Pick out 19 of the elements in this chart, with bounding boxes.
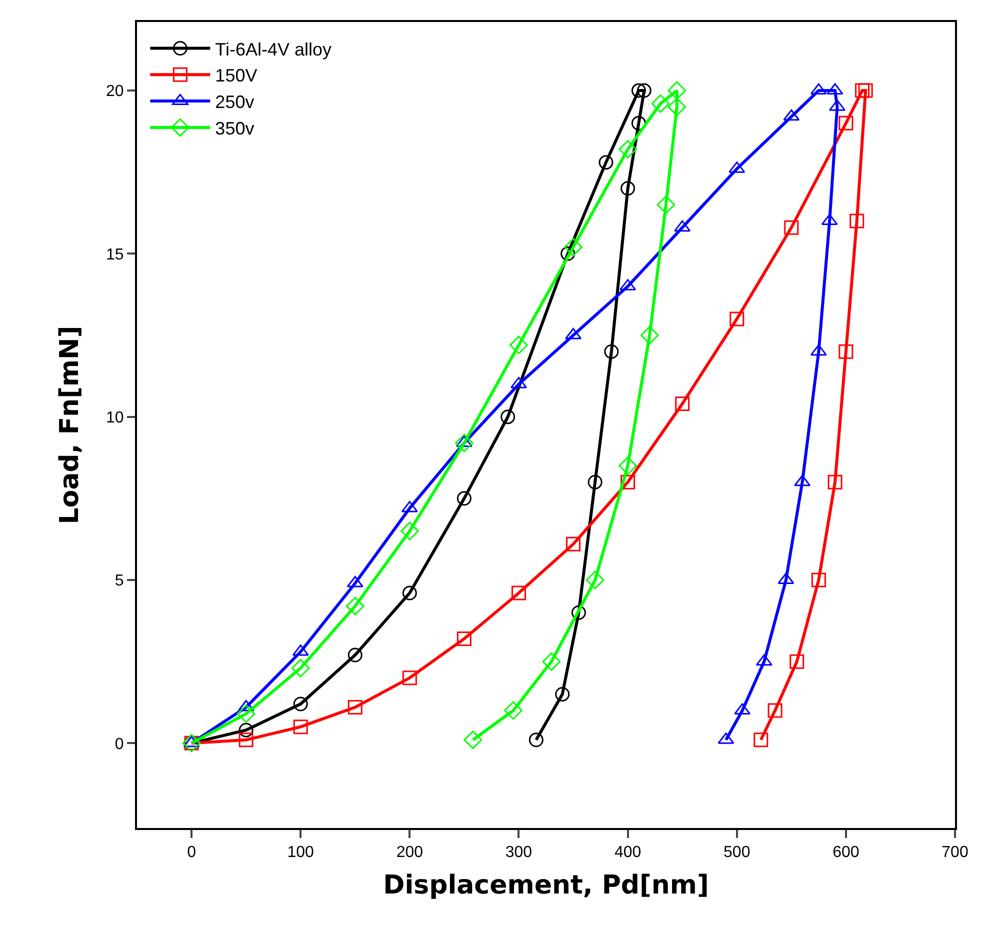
x-tick-label: 600 <box>832 844 860 862</box>
y-tick-label: 0 <box>114 736 124 753</box>
x-tick-label: 500 <box>724 844 750 862</box>
y-tick-label: 5 <box>114 572 124 590</box>
legend-label: 150V <box>215 66 258 86</box>
legend-label: Ti-6Al-4V alloy <box>215 39 332 60</box>
x-tick-label: 100 <box>287 844 314 862</box>
legend-label: 350v <box>215 118 254 138</box>
x-tick-label: 0 <box>187 844 196 862</box>
x-tick-label: 400 <box>614 844 642 862</box>
y-axis-title: Load, Fn[mN] <box>54 326 85 524</box>
x-tick-label: 300 <box>505 844 532 862</box>
x-axis-title: Displacement, Pd[nm] <box>383 870 709 900</box>
y-tick-label: 10 <box>106 409 124 426</box>
y-tick-label: 15 <box>106 246 124 264</box>
legend-label: 250v <box>215 92 254 112</box>
x-tick-label: 700 <box>942 844 968 862</box>
y-tick-label: 20 <box>106 83 124 100</box>
x-tick-label: 200 <box>396 844 424 862</box>
